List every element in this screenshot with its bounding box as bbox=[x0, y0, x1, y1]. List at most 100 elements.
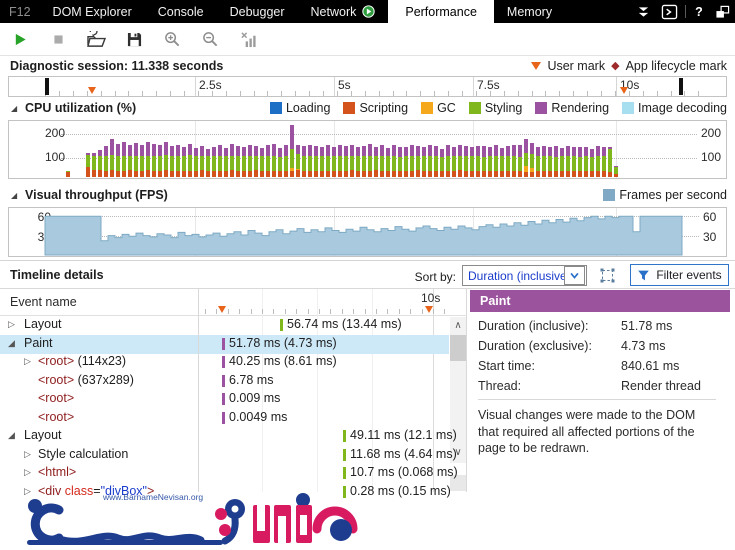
cpu-bar bbox=[218, 171, 222, 177]
tab-label: Performance bbox=[405, 4, 477, 19]
tree-row[interactable]: ▷ <div class="divBox"> bbox=[0, 483, 198, 502]
cpu-bar bbox=[338, 145, 342, 156]
tab-memory[interactable]: Memory bbox=[494, 0, 565, 23]
tree-row[interactable]: ▷ Style calculation bbox=[0, 446, 198, 465]
tab-network[interactable]: Network bbox=[298, 0, 389, 23]
event-name-column-header[interactable]: Event name bbox=[10, 295, 77, 309]
cpu-bar bbox=[140, 156, 144, 171]
tab-dom-explorer[interactable]: DOM Explorer bbox=[40, 0, 145, 23]
cpu-bar bbox=[452, 156, 456, 171]
chevron-down-icon[interactable] bbox=[564, 266, 585, 285]
timeline-details-bar: Timeline details Sort by: Duration (incl… bbox=[0, 260, 735, 289]
tree-row[interactable]: ◢ Paint bbox=[0, 334, 198, 354]
cpu-bar bbox=[572, 147, 576, 156]
ruler-gridline bbox=[616, 77, 617, 96]
cpu-bar bbox=[308, 145, 312, 156]
tree-row[interactable]: <root> bbox=[0, 409, 198, 428]
vertical-scrollbar[interactable]: ∧ ∨ bbox=[450, 317, 466, 463]
cpu-bar bbox=[446, 156, 450, 171]
cpu-utilization-chart[interactable]: 200 200 100 100 bbox=[8, 120, 727, 179]
session-start-bar bbox=[45, 78, 49, 95]
expander-collapsed-icon[interactable]: ▷ bbox=[24, 485, 31, 496]
tree-row[interactable]: ▷ <html> bbox=[0, 464, 198, 483]
duration-row[interactable]: 0.0049 ms bbox=[199, 409, 449, 428]
duration-bar bbox=[222, 337, 225, 350]
duration-bar bbox=[222, 374, 225, 387]
sort-by-select[interactable]: Duration (inclusive) bbox=[462, 265, 587, 286]
dock-layout-button[interactable] bbox=[709, 0, 735, 23]
legend-swatch bbox=[269, 102, 282, 114]
expander-collapsed-icon[interactable]: ▷ bbox=[24, 356, 31, 366]
help-button[interactable]: ? bbox=[689, 0, 709, 23]
tree-row[interactable]: <root> bbox=[0, 390, 198, 409]
fps-chart[interactable]: 60 60 30 30 bbox=[8, 207, 727, 257]
cpu-bar bbox=[386, 148, 390, 156]
legend-item-scripting: Scripting bbox=[343, 101, 408, 115]
cpu-bar bbox=[128, 156, 132, 170]
tab-label: Console bbox=[157, 4, 204, 19]
detail-field: Duration (inclusive): 51.78 ms bbox=[478, 316, 728, 336]
scroll-thumb[interactable] bbox=[450, 335, 466, 361]
legend-item-loading: Loading bbox=[269, 101, 330, 115]
tab-f12[interactable]: F12 bbox=[0, 0, 40, 23]
duration-text: 0.0049 ms bbox=[229, 409, 288, 424]
cpu-bar bbox=[590, 157, 594, 171]
import-session-button[interactable] bbox=[84, 27, 108, 51]
expander-expanded-icon[interactable]: ◢ bbox=[8, 337, 15, 348]
duration-bar bbox=[222, 356, 225, 368]
expander-collapsed-icon[interactable]: ▷ bbox=[24, 448, 31, 459]
cpu-bar bbox=[530, 143, 534, 154]
duration-row[interactable]: 11.68 ms (4.64 ms) bbox=[199, 446, 457, 465]
tree-row[interactable]: ▷ Layout bbox=[0, 316, 198, 335]
scroll-up-button[interactable]: ∧ bbox=[450, 317, 466, 334]
collapse-triangle-icon[interactable]: ◢ bbox=[11, 104, 18, 113]
duration-row[interactable]: 40.25 ms (8.61 ms) bbox=[199, 353, 449, 372]
event-name-pane: Event name ▷ Layout ◢ Paint ▷ <root> (114x23)… bbox=[0, 289, 199, 498]
tab-performance[interactable]: Performance bbox=[388, 0, 494, 23]
legend-label: Scripting bbox=[359, 101, 409, 115]
scroll-down-button[interactable]: ∨ bbox=[450, 444, 466, 461]
duration-row[interactable]: 6.78 ms bbox=[199, 372, 449, 391]
more-tabs-button[interactable] bbox=[630, 0, 656, 23]
tab-console[interactable]: Console bbox=[145, 0, 217, 23]
duration-row[interactable]: 51.78 ms (4.73 ms) bbox=[199, 334, 449, 354]
duration-text: 56.74 ms (13.44 ms) bbox=[287, 317, 402, 331]
logo-url-text: www.BarnameNevisan.org bbox=[102, 492, 203, 502]
cpu-bar bbox=[116, 144, 120, 156]
cpu-bar bbox=[218, 145, 222, 156]
cpu-bar bbox=[266, 156, 270, 171]
expander-collapsed-icon[interactable]: ▷ bbox=[8, 319, 15, 329]
cpu-bar bbox=[584, 171, 588, 177]
start-profiling-button[interactable] bbox=[8, 27, 32, 51]
cpu-bar bbox=[296, 145, 300, 154]
cpu-bar bbox=[326, 145, 330, 156]
zoom-to-selection-button[interactable] bbox=[597, 266, 617, 285]
stop-profiling-button bbox=[46, 27, 70, 51]
cpu-bar bbox=[212, 156, 216, 171]
cpu-bar bbox=[380, 171, 384, 177]
duration-row[interactable]: 0.009 ms bbox=[199, 390, 449, 409]
tab-debugger[interactable]: Debugger bbox=[217, 0, 298, 23]
cpu-bar bbox=[506, 146, 510, 156]
duration-row[interactable]: 10.7 ms (0.068 ms) bbox=[199, 464, 458, 483]
console-popout-button[interactable] bbox=[656, 0, 682, 23]
tree-row[interactable]: <root> (637x289) bbox=[0, 372, 198, 391]
duration-bars-pane[interactable]: ∧ ∨ 10s 56.74 ms (13.44 ms) 51.78 ms (4.73 … bbox=[199, 289, 467, 498]
duration-row[interactable]: 56.74 ms (13.44 ms) bbox=[199, 316, 449, 335]
session-timeline-ruler[interactable]: 2.5s 5s 7.5s 10s bbox=[8, 76, 727, 97]
tree-row[interactable]: ◢ Layout bbox=[0, 427, 198, 446]
duration-row[interactable]: 0.28 ms (0.15 ms) bbox=[199, 483, 451, 502]
filter-events-button[interactable]: Filter events bbox=[630, 264, 729, 286]
duration-text: 6.78 ms bbox=[229, 372, 274, 387]
duration-row[interactable]: 49.11 ms (12.1 ms) bbox=[199, 427, 457, 446]
collapse-triangle-icon[interactable]: ◢ bbox=[11, 191, 18, 200]
cpu-bar bbox=[128, 170, 132, 177]
cpu-bar bbox=[440, 171, 444, 177]
diagnostic-session-label: Diagnostic session: 11.338 seconds bbox=[10, 59, 224, 73]
cpu-bar bbox=[194, 148, 198, 156]
expander-collapsed-icon[interactable]: ▷ bbox=[24, 467, 31, 477]
cpu-bar bbox=[362, 171, 366, 177]
tree-row[interactable]: ▷ <root> (114x23) bbox=[0, 353, 198, 372]
expander-expanded-icon[interactable]: ◢ bbox=[8, 430, 15, 440]
save-session-button[interactable] bbox=[122, 27, 146, 51]
